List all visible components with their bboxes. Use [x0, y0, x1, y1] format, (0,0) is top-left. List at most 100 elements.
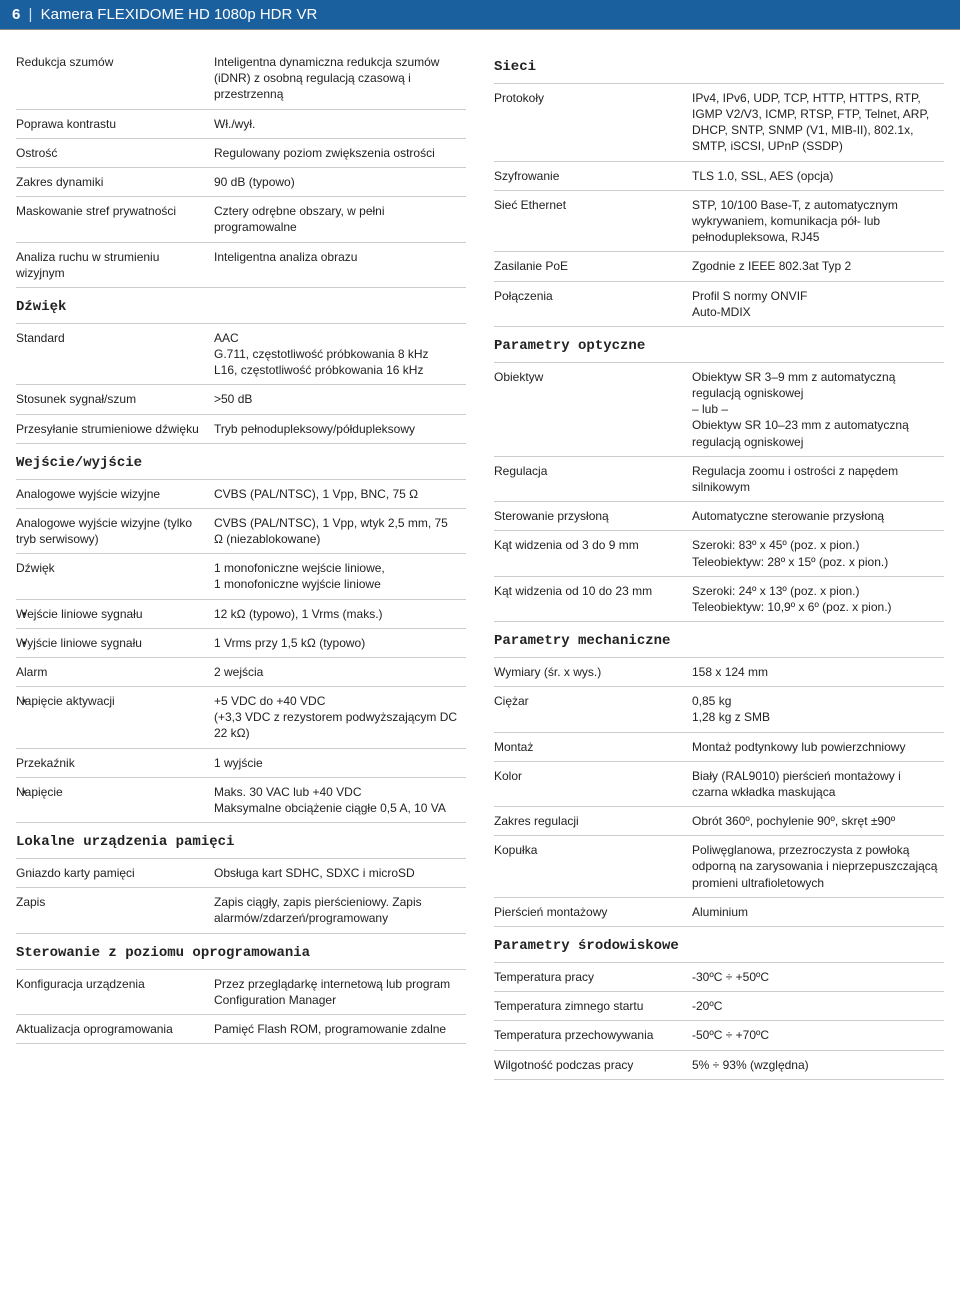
spec-value: Regulacja zoomu i ostrości z napędem sil…	[692, 456, 944, 501]
spec-value: Inteligentna dynamiczna redukcja szumów …	[214, 48, 466, 109]
spec-value: Szeroki: 24º x 13º (poz. x pion.)Teleobi…	[692, 576, 944, 621]
spec-value: 90 dB (typowo)	[214, 167, 466, 196]
spec-table-right: Sieci ProtokołyIPv4, IPv6, UDP, TCP, HTT…	[494, 48, 944, 1080]
table-row: Zakres dynamiki90 dB (typowo)	[16, 167, 466, 196]
spec-value: 0,85 kg1,28 kg z SMB	[692, 687, 944, 732]
table-row: Przesyłanie strumieniowe dźwiękuTryb peł…	[16, 414, 466, 443]
spec-value: STP, 10/100 Base-T, z automatycznym wykr…	[692, 190, 944, 252]
spec-key: Regulacja	[494, 456, 692, 501]
spec-key: Wymiary (śr. x wys.)	[494, 657, 692, 686]
section-storage: Lokalne urządzenia pamięci	[16, 833, 460, 852]
table-row: Sterowanie przysłonąAutomatyczne sterowa…	[494, 502, 944, 531]
spec-value: 2 wejścia	[214, 657, 466, 686]
spec-key: Analiza ruchu w strumieniu wizyjnym	[16, 242, 214, 287]
table-row: Temperatura pracy-30ºC ÷ +50ºC	[494, 962, 944, 991]
spec-value: Maks. 30 VAC lub +40 VDCMaksymalne obcią…	[214, 777, 466, 822]
spec-key: Ostrość	[16, 138, 214, 167]
spec-value: Profil S normy ONVIFAuto-MDIX	[692, 281, 944, 326]
table-row: Wejście liniowe sygnału12 kΩ (typowo), 1…	[16, 599, 466, 628]
table-row: Stosunek sygnał/szum>50 dB	[16, 385, 466, 414]
table-row: SzyfrowanieTLS 1.0, SSL, AES (opcja)	[494, 161, 944, 190]
spec-value: >50 dB	[214, 385, 466, 414]
table-row: Kąt widzenia od 3 do 9 mmSzeroki: 83º x …	[494, 531, 944, 576]
table-row: PołączeniaProfil S normy ONVIFAuto-MDIX	[494, 281, 944, 326]
table-row: Alarm2 wejścia	[16, 657, 466, 686]
spec-key: Napięcie aktywacji	[16, 687, 214, 749]
table-row: Temperatura zimnego startu-20ºC	[494, 992, 944, 1021]
spec-value: Przez przeglądarkę internetową lub progr…	[214, 969, 466, 1014]
spec-key: Kolor	[494, 761, 692, 806]
table-row: Pierścień montażowyAluminium	[494, 897, 944, 926]
table-row: Analiza ruchu w strumieniu wizyjnymIntel…	[16, 242, 466, 287]
spec-value: Poliwęglanowa, przezroczysta z powłoką o…	[692, 836, 944, 898]
spec-value: TLS 1.0, SSL, AES (opcja)	[692, 161, 944, 190]
spec-value: 12 kΩ (typowo), 1 Vrms (maks.)	[214, 599, 466, 628]
spec-value: Wł./wył.	[214, 109, 466, 138]
table-row: OstrośćRegulowany poziom zwiększenia ost…	[16, 138, 466, 167]
spec-key: Przesyłanie strumieniowe dźwięku	[16, 414, 214, 443]
table-row: Napięcie aktywacji+5 VDC do +40 VDC(+3,3…	[16, 687, 466, 749]
table-row: RegulacjaRegulacja zoomu i ostrości z na…	[494, 456, 944, 501]
spec-key: Stosunek sygnał/szum	[16, 385, 214, 414]
section-mechanical: Parametry mechaniczne	[494, 632, 938, 651]
section-software: Sterowanie z poziomu oprogramowania	[16, 944, 460, 963]
spec-value: 1 Vrms przy 1,5 kΩ (typowo)	[214, 628, 466, 657]
spec-key: Połączenia	[494, 281, 692, 326]
spec-key: Szyfrowanie	[494, 161, 692, 190]
table-row: Analogowe wyjście wizyjneCVBS (PAL/NTSC)…	[16, 479, 466, 508]
table-row: Zasilanie PoEZgodnie z IEEE 802.3at Typ …	[494, 252, 944, 281]
table-row: ZapisZapis ciągły, zapis pierścieniowy. …	[16, 888, 466, 933]
spec-key: Analogowe wyjście wizyjne (tylko tryb se…	[16, 508, 214, 553]
table-row: Dźwięk1 monofoniczne wejście liniowe,1 m…	[16, 554, 466, 599]
spec-value: Obrót 360º, pochylenie 90º, skręt ±90º	[692, 807, 944, 836]
table-row: Zakres regulacjiObrót 360º, pochylenie 9…	[494, 807, 944, 836]
spec-value: Obiektyw SR 3–9 mm z automatyczną regula…	[692, 362, 944, 456]
spec-key: Montaż	[494, 732, 692, 761]
spec-value: -20ºC	[692, 992, 944, 1021]
spec-value: Cztery odrębne obszary, w pełni programo…	[214, 197, 466, 242]
spec-value: Szeroki: 83º x 45º (poz. x pion.)Teleobi…	[692, 531, 944, 576]
spec-table-general: Redukcja szumówInteligentna dynamiczna r…	[16, 48, 466, 1044]
spec-value: CVBS (PAL/NTSC), 1 Vpp, BNC, 75 Ω	[214, 479, 466, 508]
spec-value: +5 VDC do +40 VDC(+3,3 VDC z rezystorem …	[214, 687, 466, 749]
spec-value: IPv4, IPv6, UDP, TCP, HTTP, HTTPS, RTP, …	[692, 83, 944, 161]
spec-key: Ciężar	[494, 687, 692, 732]
spec-key: Analogowe wyjście wizyjne	[16, 479, 214, 508]
spec-value: Montaż podtynkowy lub powierzchniowy	[692, 732, 944, 761]
section-io: Wejście/wyjście	[16, 454, 460, 473]
spec-key: Temperatura pracy	[494, 962, 692, 991]
spec-key: Alarm	[16, 657, 214, 686]
table-row: Sieć EthernetSTP, 10/100 Base-T, z autom…	[494, 190, 944, 252]
spec-key: Sieć Ethernet	[494, 190, 692, 252]
table-row: Konfiguracja urządzeniaPrzez przeglądark…	[16, 969, 466, 1014]
spec-value: Obsługa kart SDHC, SDXC i microSD	[214, 859, 466, 888]
spec-key: Kopułka	[494, 836, 692, 898]
spec-key: Napięcie	[16, 777, 214, 822]
spec-value: Automatyczne sterowanie przysłoną	[692, 502, 944, 531]
spec-key: Sterowanie przysłoną	[494, 502, 692, 531]
spec-key: Przekaźnik	[16, 748, 214, 777]
table-row: Ciężar0,85 kg1,28 kg z SMB	[494, 687, 944, 732]
page-header: 6 | Kamera FLEXIDOME HD 1080p HDR VR	[0, 0, 960, 30]
spec-value: Tryb pełnodupleksowy/półdupleksowy	[214, 414, 466, 443]
spec-value: Biały (RAL9010) pierścień montażowy i cz…	[692, 761, 944, 806]
table-row: MontażMontaż podtynkowy lub powierzchnio…	[494, 732, 944, 761]
spec-key: Zasilanie PoE	[494, 252, 692, 281]
spec-value: AACG.711, częstotliwość próbkowania 8 kH…	[214, 323, 466, 385]
table-row: ProtokołyIPv4, IPv6, UDP, TCP, HTTP, HTT…	[494, 83, 944, 161]
table-row: KopułkaPoliwęglanowa, przezroczysta z po…	[494, 836, 944, 898]
table-row: Wyjście liniowe sygnału1 Vrms przy 1,5 k…	[16, 628, 466, 657]
section-audio: Dźwięk	[16, 298, 460, 317]
section-environmental: Parametry środowiskowe	[494, 937, 938, 956]
spec-key: Wyjście liniowe sygnału	[16, 628, 214, 657]
right-column: Sieci ProtokołyIPv4, IPv6, UDP, TCP, HTT…	[494, 48, 944, 1080]
spec-value: Regulowany poziom zwiększenia ostrości	[214, 138, 466, 167]
table-row: StandardAACG.711, częstotliwość próbkowa…	[16, 323, 466, 385]
table-row: Analogowe wyjście wizyjne (tylko tryb se…	[16, 508, 466, 553]
spec-key: Dźwięk	[16, 554, 214, 599]
left-column: Redukcja szumówInteligentna dynamiczna r…	[16, 48, 466, 1080]
page-number: 6	[12, 6, 20, 23]
spec-key: Maskowanie stref prywatności	[16, 197, 214, 242]
table-row: Kąt widzenia od 10 do 23 mmSzeroki: 24º …	[494, 576, 944, 621]
spec-value: -50ºC ÷ +70ºC	[692, 1021, 944, 1050]
